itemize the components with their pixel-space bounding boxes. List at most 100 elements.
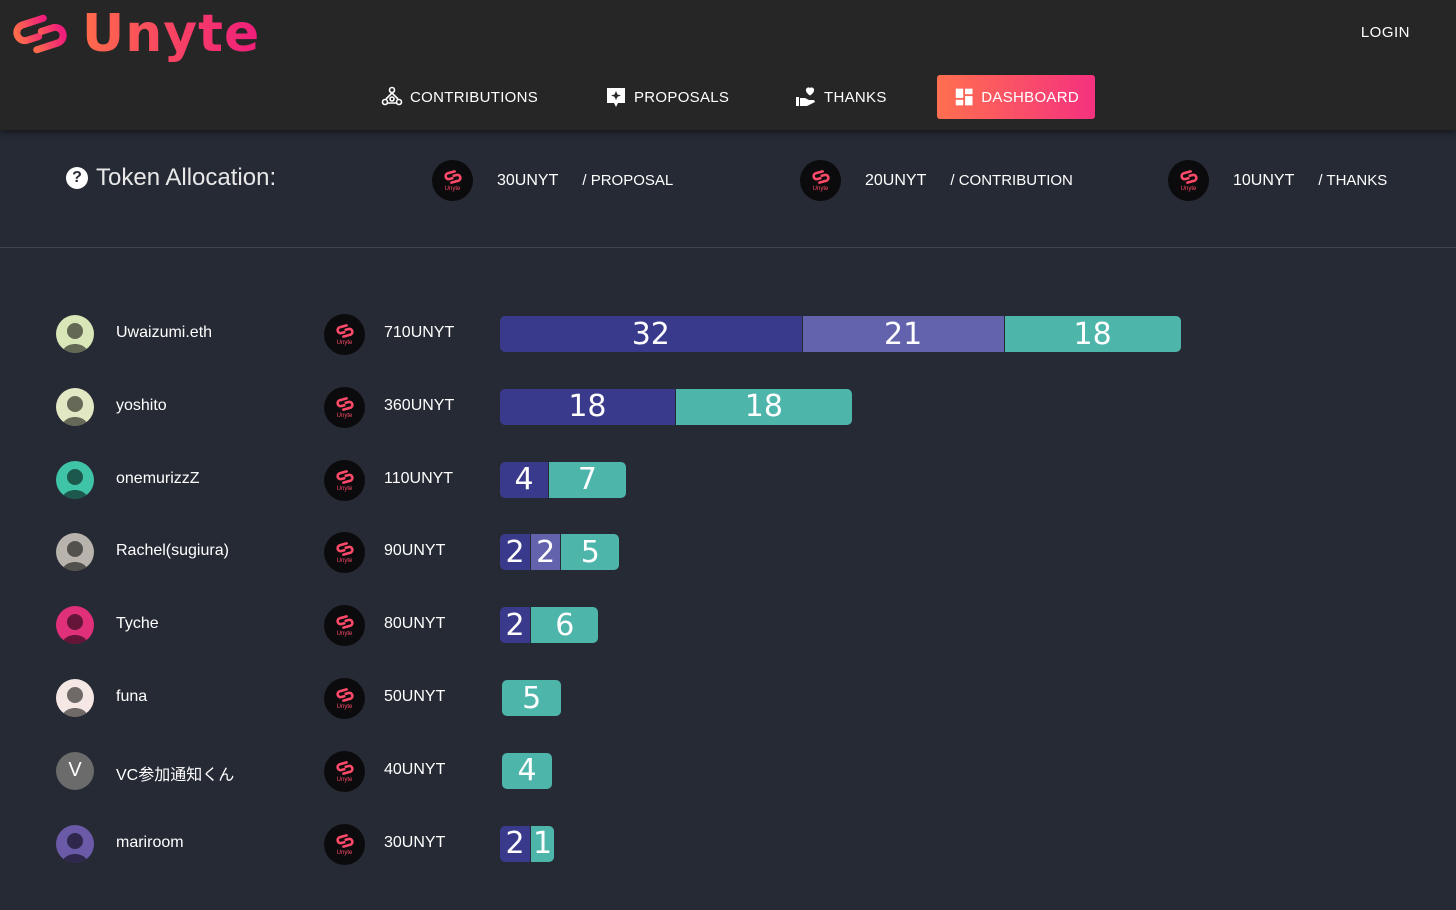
- thanks-segment[interactable]: 5: [560, 534, 620, 571]
- unyte-token-icon: Unyte: [800, 160, 841, 201]
- avatar: [56, 533, 94, 572]
- unyte-token-icon: Unyte: [324, 459, 365, 501]
- token-icon-label: Unyte: [336, 340, 353, 346]
- leaderboard-row[interactable]: mariroom Unyte 30UNYT 2 1: [0, 823, 1456, 865]
- leaderboard-row[interactable]: Uwaizumi.eth Unyte 710UNYT 32 21 18: [0, 314, 1456, 355]
- thanks-segment[interactable]: 18: [674, 388, 852, 425]
- tab-label: PROPOSALS: [634, 88, 730, 106]
- leaderboard-row[interactable]: onemurizzZ Unyte 110UNYT 4 7: [0, 459, 1456, 501]
- unyte-token-icon: Unyte: [324, 605, 365, 647]
- token-icon-label: Unyte: [336, 412, 353, 419]
- allocation-proposal: Unyte 30UNYT / PROPOSAL: [432, 160, 673, 201]
- proposal-segment[interactable]: 4: [500, 461, 549, 498]
- avatar: [56, 606, 94, 645]
- login-link[interactable]: LOGIN: [1360, 24, 1410, 41]
- proposal-segment[interactable]: 32: [500, 316, 802, 352]
- user-name[interactable]: onemurizzZ: [116, 469, 200, 487]
- user-token-total: 360UNYT: [384, 396, 455, 414]
- tab-dashboard[interactable]: DASHBOARD: [937, 75, 1095, 119]
- unyte-token-icon: Unyte: [324, 314, 365, 355]
- user-name[interactable]: Uwaizumi.eth: [116, 324, 213, 341]
- user-token-total: 40UNYT: [384, 760, 446, 778]
- help-icon[interactable]: ?: [66, 167, 88, 189]
- user-token-total: 710UNYT: [384, 324, 455, 341]
- activity-bar: 4: [502, 752, 553, 789]
- token-icon-label: Unyte: [336, 631, 353, 638]
- allocation-amount: 30UNYT: [497, 171, 559, 189]
- allocation-amount: 10UNYT: [1233, 171, 1295, 189]
- proposal-segment[interactable]: 18: [500, 388, 675, 425]
- token-icon-label: Unyte: [336, 704, 353, 710]
- leaderboard-row[interactable]: Tyche Unyte 80UNYT 2 6: [0, 605, 1456, 647]
- thanks-segment[interactable]: 5: [502, 680, 562, 716]
- proposal-segment[interactable]: 2: [500, 607, 531, 644]
- user-name[interactable]: yoshito: [116, 396, 167, 414]
- proposal-segment[interactable]: 2: [500, 825, 531, 862]
- unyte-token-icon: Unyte: [324, 532, 365, 574]
- token-icon-label: Unyte: [444, 186, 461, 192]
- allocation-unit: / PROPOSAL: [582, 172, 674, 189]
- unyte-token-icon: Unyte: [324, 750, 365, 792]
- thanks-segment[interactable]: 4: [502, 752, 553, 789]
- token-allocation-panel: ? Token Allocation: Unyte 30UNYT / PROPO…: [0, 130, 1456, 248]
- allocation-title-text: Token Allocation:: [96, 164, 277, 191]
- token-icon-label: Unyte: [336, 558, 353, 565]
- tab-label: THANKS: [824, 88, 887, 106]
- user-token-total: 80UNYT: [384, 615, 446, 633]
- proposal-segment[interactable]: 2: [500, 534, 531, 571]
- tab-thanks[interactable]: THANKS: [778, 75, 903, 119]
- brand-name: Unyte: [82, 4, 261, 64]
- leaderboard-row[interactable]: V VC参加通知くん Unyte 40UNYT 4: [0, 750, 1456, 792]
- token-icon-label: Unyte: [336, 776, 353, 783]
- activity-bar: 18 18: [500, 388, 852, 425]
- allocation-unit: / THANKS: [1318, 172, 1388, 189]
- unyte-token-icon: Unyte: [1168, 160, 1209, 201]
- unyte-token-icon: Unyte: [324, 678, 365, 719]
- contribution-segment[interactable]: 21: [801, 316, 1004, 352]
- token-icon-label: Unyte: [1180, 186, 1197, 192]
- app-header: Unyte LOGIN CONTRIBUTIONS PROPOSALS THAN…: [0, 0, 1456, 130]
- thanks-segment[interactable]: 6: [530, 607, 599, 644]
- thanks-segment[interactable]: 7: [548, 461, 626, 498]
- contribution-segment[interactable]: 2: [530, 534, 561, 571]
- user-token-total: 110UNYT: [384, 469, 454, 487]
- tab-proposals[interactable]: PROPOSALS: [588, 75, 745, 119]
- token-icon-label: Unyte: [812, 186, 829, 192]
- allocation-title: ? Token Allocation:: [66, 164, 276, 192]
- leaderboard-row[interactable]: funa Unyte 50UNYT 5: [0, 678, 1456, 719]
- user-name[interactable]: Rachel(sugiura): [116, 542, 229, 560]
- user-token-total: 30UNYT: [384, 833, 446, 851]
- leaderboard-row[interactable]: Rachel(sugiura) Unyte 90UNYT 2 2 5: [0, 532, 1456, 574]
- dashboard-icon: [955, 88, 973, 106]
- leaderboard-row[interactable]: yoshito Unyte 360UNYT 18 18: [0, 386, 1456, 428]
- allocation-contribution: Unyte 20UNYT / CONTRIBUTION: [800, 160, 1073, 201]
- user-name[interactable]: funa: [116, 688, 148, 705]
- unyte-token-icon: Unyte: [324, 386, 365, 428]
- brand-logo[interactable]: Unyte: [8, 6, 260, 62]
- allocation-amount: 20UNYT: [865, 171, 927, 189]
- tab-contributions[interactable]: CONTRIBUTIONS: [364, 75, 554, 119]
- tab-label: DASHBOARD: [981, 88, 1079, 106]
- avatar: [56, 679, 94, 717]
- thanks-segment[interactable]: 18: [1003, 316, 1181, 352]
- token-icon-label: Unyte: [336, 485, 353, 492]
- avatar: V: [56, 751, 94, 790]
- proposal-star-icon: [607, 88, 625, 107]
- avatar-initial: V: [68, 759, 82, 782]
- user-name[interactable]: Tyche: [116, 615, 159, 633]
- allocation-unit: / CONTRIBUTION: [950, 172, 1073, 189]
- people-network-icon: [381, 86, 403, 106]
- user-name[interactable]: mariroom: [116, 833, 184, 851]
- token-icon-label: Unyte: [336, 849, 353, 856]
- unyte-logo-icon: [13, 14, 67, 54]
- thanks-segment[interactable]: 1: [530, 825, 555, 862]
- activity-bar: 32 21 18: [500, 316, 1181, 352]
- allocation-thanks: Unyte 10UNYT / THANKS: [1168, 160, 1387, 201]
- user-name[interactable]: VC参加通知くん: [116, 766, 235, 784]
- avatar: [56, 460, 94, 499]
- unyte-token-icon: Unyte: [432, 160, 473, 201]
